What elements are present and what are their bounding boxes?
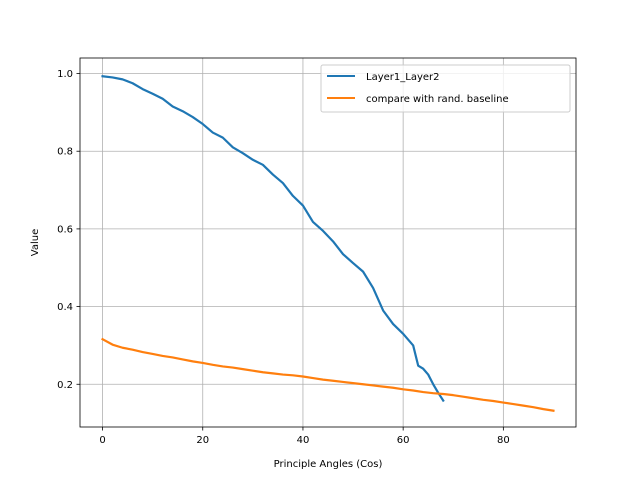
series-line-1 xyxy=(101,337,555,412)
y-tick-label: 0.4 xyxy=(57,302,73,313)
x-tick-label: 60 xyxy=(397,435,410,446)
y-tick-label: 0.6 xyxy=(57,224,73,235)
x-tick-label: 0 xyxy=(99,435,105,446)
y-axis-label: Value xyxy=(30,229,41,256)
legend: Layer1_Layer2 compare with rand. baselin… xyxy=(320,64,571,113)
x-tick-label: 80 xyxy=(497,435,510,446)
legend-label-rand-baseline: compare with rand. baseline xyxy=(366,94,509,105)
legend-box xyxy=(320,64,571,113)
plot-frame xyxy=(79,57,577,428)
x-axis-label: Principle Angles (Cos) xyxy=(274,459,383,470)
x-tick-label: 20 xyxy=(196,435,209,446)
y-tick-label: 1.0 xyxy=(57,69,73,80)
y-tick-label: 0.2 xyxy=(57,380,73,391)
legend-label-layer1-layer2: Layer1_Layer2 xyxy=(366,72,440,83)
series-lines xyxy=(101,75,555,412)
x-tick-label: 40 xyxy=(297,435,310,446)
y-tick-label: 0.8 xyxy=(57,147,73,158)
series-line-0 xyxy=(101,75,445,403)
ticks: 0 20 40 60 80 0.2 0.4 0.6 0.8 1.0 xyxy=(57,69,510,446)
